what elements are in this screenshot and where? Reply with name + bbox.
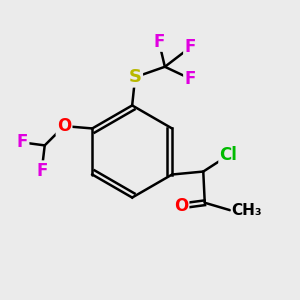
Text: CH₃: CH₃ — [232, 203, 262, 218]
Text: Cl: Cl — [220, 146, 238, 164]
Text: F: F — [184, 38, 196, 56]
Text: F: F — [36, 162, 47, 180]
Text: F: F — [184, 70, 196, 88]
Text: S: S — [129, 68, 142, 86]
Text: O: O — [57, 117, 71, 135]
Text: F: F — [153, 32, 165, 50]
Text: O: O — [174, 197, 188, 215]
Text: F: F — [17, 134, 28, 152]
